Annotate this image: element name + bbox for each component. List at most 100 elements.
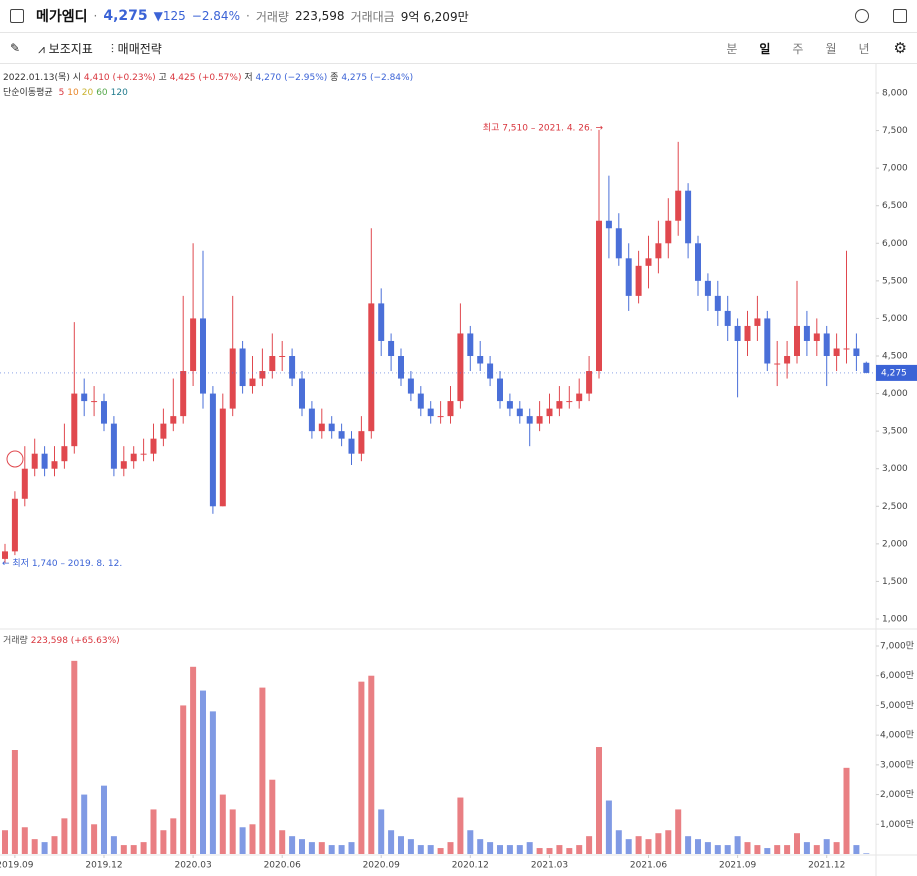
ohlc-row: 2022.01.13(목) 시 4,410 (+0.23%) 고 4,425 (… bbox=[3, 71, 413, 86]
volume-bar bbox=[407, 839, 414, 854]
period-tab[interactable]: 주 bbox=[792, 41, 804, 56]
candle-body bbox=[685, 190, 692, 244]
volume-bar bbox=[635, 836, 642, 854]
candle-body bbox=[358, 431, 365, 454]
strategy-text: 매매전략 bbox=[117, 41, 162, 56]
volume-bar bbox=[239, 827, 246, 854]
draw-icon[interactable]: ✎ bbox=[10, 41, 21, 55]
volume-bar bbox=[596, 747, 602, 854]
candle-body bbox=[823, 333, 830, 356]
y-tick-label: 2,000만 bbox=[880, 789, 914, 800]
volume-bar bbox=[536, 848, 543, 854]
candle-body bbox=[289, 356, 296, 379]
candle-body bbox=[803, 325, 810, 341]
candle-body bbox=[160, 423, 167, 439]
volume-bar bbox=[358, 681, 365, 854]
annotation: 최고 7,510 – 2021. 4. 26. → bbox=[483, 122, 604, 133]
indicators-button[interactable]: ⩘ 보조지표 bbox=[38, 41, 93, 56]
volume-bar bbox=[150, 809, 157, 854]
candle-body bbox=[695, 243, 701, 281]
volume-bar bbox=[180, 705, 187, 854]
candle-body bbox=[209, 393, 216, 507]
volume-bar bbox=[744, 842, 751, 854]
candle-body bbox=[259, 371, 266, 379]
period-tab[interactable]: 분 bbox=[726, 41, 738, 56]
candle-body bbox=[11, 498, 18, 552]
volume-bar bbox=[655, 833, 662, 854]
volume-bar bbox=[417, 845, 424, 854]
stock-name: 메가엠디 bbox=[36, 9, 88, 25]
candle-body bbox=[655, 243, 662, 259]
volume-bar bbox=[447, 842, 454, 854]
volume-bar bbox=[853, 845, 860, 854]
ma-period: 20 bbox=[81, 88, 94, 98]
volume-bar bbox=[31, 839, 38, 854]
candle-body bbox=[31, 453, 38, 469]
volume-bar bbox=[794, 833, 800, 854]
volume-bar bbox=[120, 845, 127, 854]
header: 메가엠디 · 4,275 ▼ 125 −2.84% · 거래량 223,598 … bbox=[0, 0, 917, 33]
period-tab[interactable]: 일 bbox=[759, 41, 771, 56]
volume-bar bbox=[714, 845, 721, 854]
period-tab[interactable]: 월 bbox=[825, 41, 837, 56]
last-price-label: 4,275 bbox=[881, 368, 907, 378]
candle-body bbox=[338, 431, 345, 439]
candle-body bbox=[833, 348, 840, 356]
y-tick-label: 5,000만 bbox=[880, 700, 914, 711]
close: 4,275 (−2.84%) bbox=[341, 73, 414, 83]
toolbar: ✎ ⩘ 보조지표 ⫶ 매매전략 분 일 주 월 년 ⚙ bbox=[0, 33, 917, 64]
settings-icon[interactable]: ⚙ bbox=[893, 39, 907, 57]
volume-bar bbox=[863, 853, 870, 854]
date: 2022.01.13(목) bbox=[3, 73, 70, 83]
y-tick-label: 6,000 bbox=[882, 239, 908, 249]
candle-body bbox=[140, 453, 147, 455]
volume-bar bbox=[130, 845, 137, 854]
x-tick-label: 2021.12 bbox=[808, 861, 845, 871]
candle-body bbox=[269, 356, 276, 372]
candle-body bbox=[368, 303, 375, 432]
scroll-button[interactable] bbox=[6, 450, 24, 468]
indicators-text: 보조지표 bbox=[48, 41, 93, 56]
volume-bar bbox=[803, 842, 810, 854]
x-tick-label: 2020.06 bbox=[264, 861, 301, 871]
volume-bar bbox=[81, 794, 88, 854]
y-tick-label: 2,000 bbox=[882, 539, 908, 549]
y-tick-label: 4,500 bbox=[882, 352, 908, 362]
candle-body bbox=[714, 295, 721, 311]
candle-body bbox=[101, 401, 107, 424]
x-tick-label: 2021.09 bbox=[719, 861, 756, 871]
volume-bar bbox=[71, 660, 78, 854]
candle-body bbox=[497, 378, 503, 402]
candle-body bbox=[378, 303, 385, 341]
y-tick-label: 7,000 bbox=[882, 164, 908, 174]
volume-bar bbox=[833, 842, 840, 854]
panel-icon[interactable] bbox=[893, 9, 907, 23]
y-tick-label: 5,500 bbox=[882, 276, 908, 286]
high-label: 고 bbox=[158, 73, 167, 83]
sidebar-icon[interactable] bbox=[10, 9, 24, 23]
volume-bar bbox=[209, 711, 216, 854]
y-tick-label: 5,000 bbox=[882, 314, 908, 324]
candle-body bbox=[110, 423, 117, 469]
y-tick-label: 1,000만 bbox=[880, 819, 914, 830]
candle-body bbox=[398, 356, 404, 379]
change-pct: −2.84% bbox=[191, 9, 240, 23]
candle-body bbox=[734, 325, 741, 341]
strategy-button[interactable]: ⫶ 매매전략 bbox=[110, 41, 162, 56]
open-label: 시 bbox=[72, 73, 81, 83]
candle-body bbox=[318, 423, 325, 432]
candle-body bbox=[794, 325, 800, 356]
candle-body bbox=[506, 401, 513, 409]
low-label: 저 bbox=[244, 73, 253, 83]
candle-body bbox=[249, 378, 256, 387]
candle-body bbox=[2, 551, 8, 559]
volume-bar bbox=[615, 830, 622, 854]
volume-bar bbox=[487, 842, 494, 854]
volume-bar bbox=[140, 842, 147, 854]
period-tab[interactable]: 년 bbox=[858, 41, 870, 56]
y-tick-label: 4,000만 bbox=[880, 730, 914, 741]
more-button[interactable] bbox=[855, 9, 869, 23]
candle-body bbox=[596, 220, 602, 372]
volume-bar bbox=[269, 779, 276, 854]
